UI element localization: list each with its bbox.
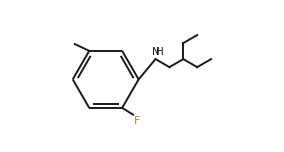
Text: N: N bbox=[153, 47, 160, 57]
Text: F: F bbox=[134, 116, 140, 126]
Text: H: H bbox=[156, 47, 164, 57]
